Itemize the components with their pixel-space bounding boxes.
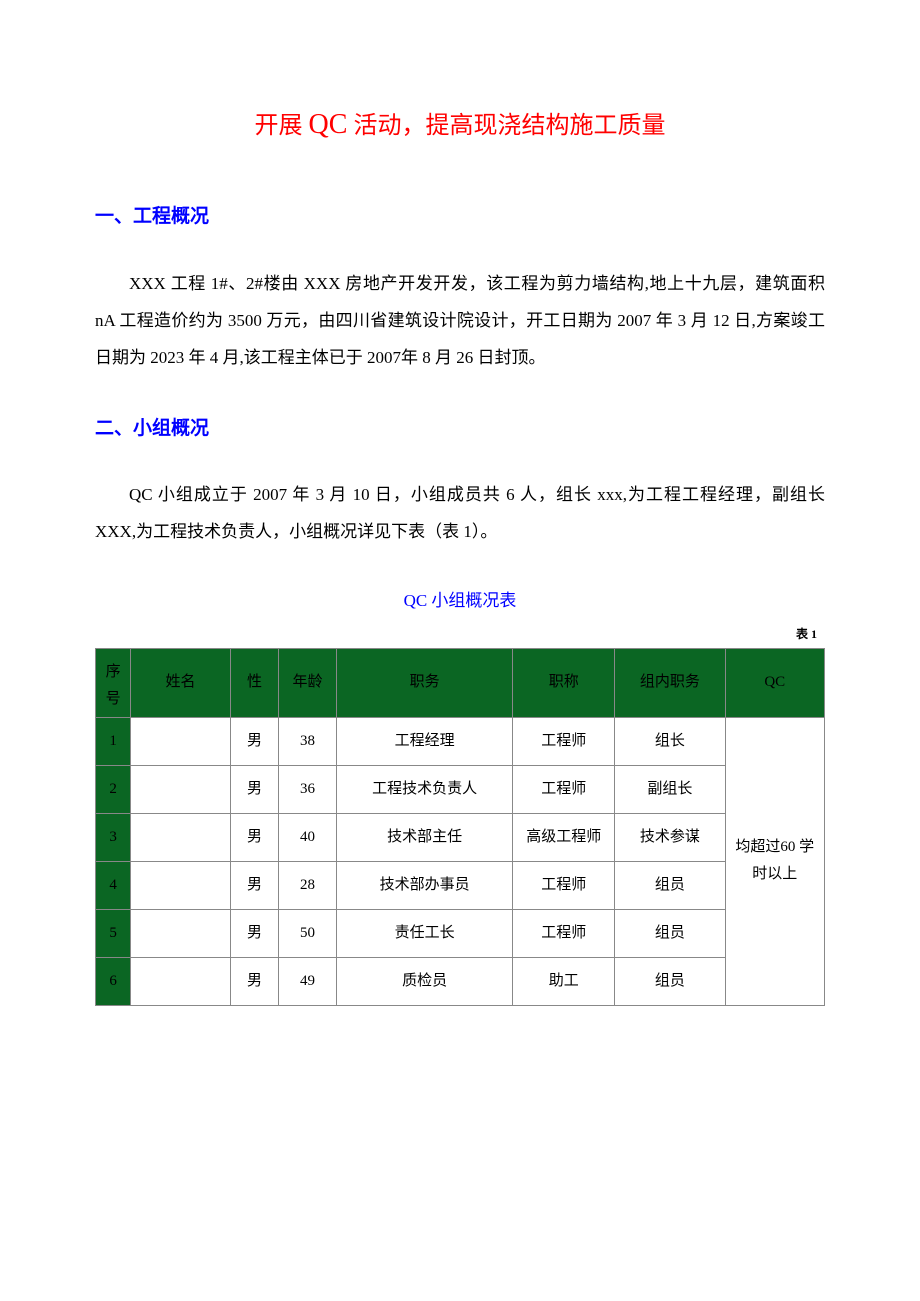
cell-gender: 男 (230, 813, 279, 861)
cell-duty: 质检员 (336, 957, 513, 1005)
section2-paragraph: QC 小组成立于 2007 年 3 月 10 日，小组成员共 6 人，组长 xx… (95, 476, 825, 551)
cell-name (131, 861, 230, 909)
cell-role: 组员 (615, 861, 725, 909)
cell-duty: 技术部主任 (336, 813, 513, 861)
table-row: 6 男 49 质检员 助工 组员 (96, 957, 825, 1005)
table-title: QC 小组概况表 (95, 586, 825, 617)
th-seq: 序号 (96, 648, 131, 717)
section1-paragraph: XXX 工程 1#、2#楼由 XXX 房地产开发开发，该工程为剪力墙结构,地上十… (95, 265, 825, 377)
table-row: 4 男 28 技术部办事员 工程师 组员 (96, 861, 825, 909)
cell-seq: 3 (96, 813, 131, 861)
cell-seq: 6 (96, 957, 131, 1005)
cell-gender: 男 (230, 909, 279, 957)
th-gender: 性 (230, 648, 279, 717)
cell-role: 技术参谋 (615, 813, 725, 861)
cell-name (131, 957, 230, 1005)
cell-gender: 男 (230, 717, 279, 765)
title-qc: QC (309, 109, 348, 140)
section2-header: 二、小组概况 (95, 412, 825, 446)
cell-duty: 工程技术负责人 (336, 765, 513, 813)
th-title: 职称 (513, 648, 615, 717)
cell-role: 组员 (615, 957, 725, 1005)
th-qc: QC (725, 648, 824, 717)
cell-age: 40 (279, 813, 336, 861)
cell-duty: 工程经理 (336, 717, 513, 765)
cell-role: 副组长 (615, 765, 725, 813)
table-header-row: 序号 姓名 性 年龄 职务 职称 组内职务 QC (96, 648, 825, 717)
table-body: 1 男 38 工程经理 工程师 组长 均超过60 学时以上 2 男 36 工程技… (96, 717, 825, 1005)
title-suffix: 活动，提高现浇结构施工质量 (347, 113, 665, 139)
table-label: 表 1 (95, 624, 825, 646)
cell-title: 工程师 (513, 765, 615, 813)
cell-name (131, 717, 230, 765)
table-row: 3 男 40 技术部主任 高级工程师 技术参谋 (96, 813, 825, 861)
cell-age: 36 (279, 765, 336, 813)
cell-title: 工程师 (513, 717, 615, 765)
cell-name (131, 909, 230, 957)
cell-role: 组员 (615, 909, 725, 957)
title-prefix: 开展 (255, 113, 309, 139)
cell-gender: 男 (230, 861, 279, 909)
cell-duty: 技术部办事员 (336, 861, 513, 909)
cell-title: 工程师 (513, 909, 615, 957)
cell-age: 38 (279, 717, 336, 765)
th-name: 姓名 (131, 648, 230, 717)
th-age: 年龄 (279, 648, 336, 717)
cell-age: 28 (279, 861, 336, 909)
cell-title: 助工 (513, 957, 615, 1005)
cell-seq: 1 (96, 717, 131, 765)
cell-age: 50 (279, 909, 336, 957)
document-title: 开展 QC 活动，提高现浇结构施工质量 (95, 100, 825, 150)
th-role: 组内职务 (615, 648, 725, 717)
cell-seq: 2 (96, 765, 131, 813)
cell-duty: 责任工长 (336, 909, 513, 957)
cell-gender: 男 (230, 957, 279, 1005)
cell-title: 高级工程师 (513, 813, 615, 861)
cell-qc-merged: 均超过60 学时以上 (725, 717, 824, 1005)
cell-seq: 4 (96, 861, 131, 909)
table-row: 5 男 50 责任工长 工程师 组员 (96, 909, 825, 957)
cell-name (131, 765, 230, 813)
table-row: 1 男 38 工程经理 工程师 组长 均超过60 学时以上 (96, 717, 825, 765)
section1-header: 一、工程概况 (95, 200, 825, 234)
cell-role: 组长 (615, 717, 725, 765)
cell-gender: 男 (230, 765, 279, 813)
cell-age: 49 (279, 957, 336, 1005)
table-row: 2 男 36 工程技术负责人 工程师 副组长 (96, 765, 825, 813)
qc-team-table: 序号 姓名 性 年龄 职务 职称 组内职务 QC 1 男 38 工程经理 工程师… (95, 648, 825, 1006)
cell-name (131, 813, 230, 861)
th-duty: 职务 (336, 648, 513, 717)
cell-seq: 5 (96, 909, 131, 957)
cell-title: 工程师 (513, 861, 615, 909)
